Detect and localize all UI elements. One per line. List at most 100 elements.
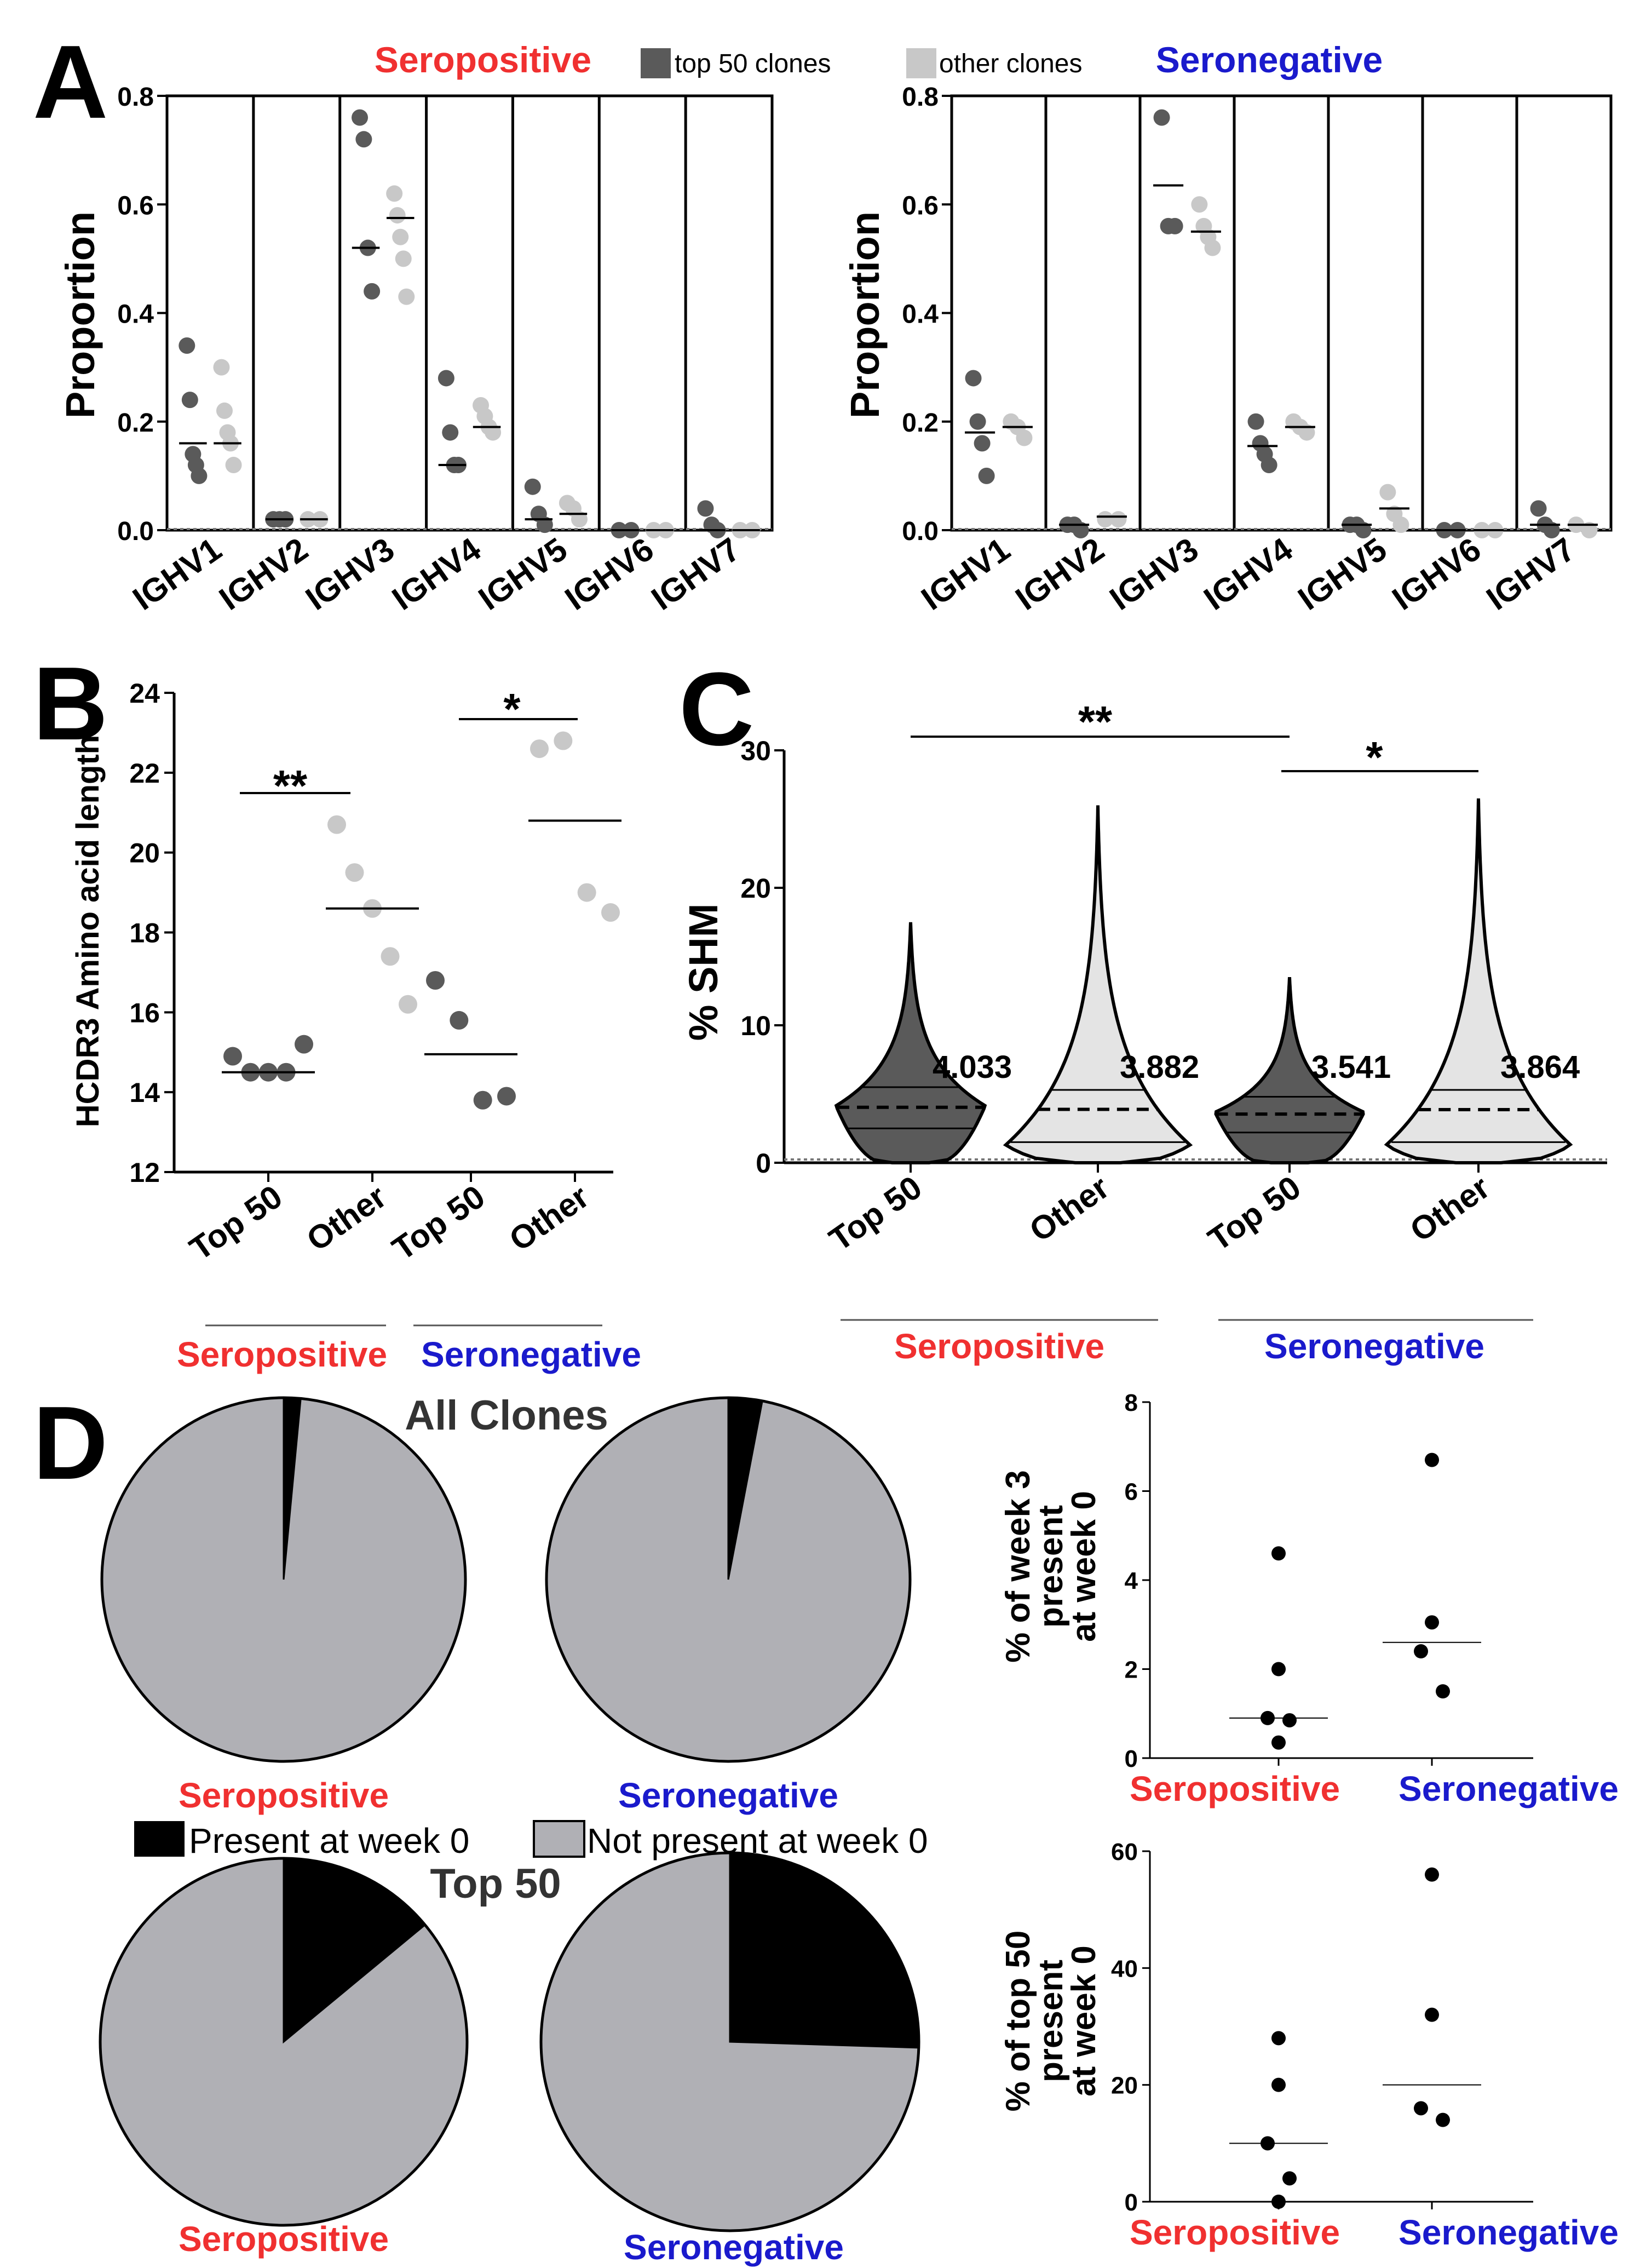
- d-s1-ytick-label: 8: [1125, 1389, 1138, 1416]
- b-point: [450, 1010, 469, 1030]
- a-left-point: [571, 511, 588, 528]
- b-point: [381, 947, 400, 966]
- d-s1-ylabel-2: present: [1032, 1505, 1070, 1628]
- a-left-point: [352, 109, 369, 126]
- b-point: [497, 1087, 516, 1106]
- a-left-point: [395, 250, 412, 267]
- a-right-point: [1298, 424, 1315, 441]
- c-median-label: 4.033: [933, 1049, 1012, 1085]
- pie-label-top-seronegative: Seronegative: [624, 2227, 844, 2267]
- c-median-label: 3.541: [1311, 1049, 1391, 1085]
- c-median-label: 3.882: [1120, 1049, 1199, 1085]
- a-left-point: [386, 185, 403, 202]
- d-s1-point: [1271, 1735, 1286, 1750]
- b-point: [601, 903, 620, 922]
- d-s2-point: [1414, 2101, 1428, 2116]
- d-s2-point: [1425, 1867, 1439, 1882]
- a-right-point: [1392, 516, 1409, 533]
- a-left-point: [524, 478, 541, 495]
- b-ytick-label: 18: [129, 918, 160, 949]
- a-right-point: [1379, 484, 1396, 501]
- a-left-point: [216, 402, 233, 419]
- d-s2-ytick-label: 40: [1111, 1955, 1138, 1982]
- c-xtick-label: Top 50: [822, 1169, 928, 1258]
- a-right-point: [1247, 413, 1264, 430]
- a-right-point: [1110, 511, 1127, 528]
- b-point: [295, 1035, 313, 1054]
- d-s1-ytick-label: 4: [1125, 1567, 1138, 1594]
- a-right-point: [1016, 429, 1033, 446]
- c-group-seropositive: Seropositive: [894, 1327, 1104, 1366]
- a-left-point: [536, 516, 553, 533]
- a-left-ylabel: Proportion: [57, 211, 103, 418]
- panel-d-scatter-top50: % of top 50 present at week 0 0 20 40 60 Se…: [999, 1839, 1619, 2252]
- b-point: [327, 815, 346, 834]
- d-s2-xtick-label: Seropositive: [1130, 2213, 1340, 2252]
- d-s1-point: [1414, 1644, 1428, 1658]
- d-s2-ytick-label: 20: [1111, 2072, 1138, 2099]
- panel-a-title-seropositive: Seropositive: [375, 39, 591, 80]
- d-s1-point: [1425, 1615, 1439, 1630]
- a-right-ytick-label: 0.8: [902, 83, 939, 112]
- b-ytick-label: 24: [129, 678, 160, 709]
- b-point: [345, 863, 364, 882]
- a-right-ytick-label: 0.0: [902, 517, 939, 546]
- b-ylabel: HCDR3 Amino acid length: [70, 735, 106, 1127]
- c-group-seronegative: Seronegative: [1264, 1327, 1484, 1366]
- a-left-point: [213, 359, 230, 376]
- b-point: [554, 731, 573, 750]
- a-right-xtick-label: IGHV5: [1292, 531, 1394, 617]
- b-sig-star-seronegative: *: [503, 685, 521, 733]
- panel-label-c: C: [679, 651, 754, 767]
- d-s2-point: [1271, 2195, 1286, 2209]
- panel-label-b: B: [33, 646, 108, 762]
- a-right-xtick-label: IGHV7: [1480, 531, 1582, 617]
- b-point: [530, 739, 549, 759]
- legend-other-swatch: [906, 48, 936, 78]
- a-left-point: [181, 392, 198, 409]
- a-left-ytick-label: 0.8: [117, 83, 154, 112]
- c-median-label: 3.864: [1500, 1049, 1580, 1085]
- pie-title-all: All Clones: [405, 1392, 608, 1439]
- a-right-point: [965, 370, 982, 387]
- a-left-point: [485, 424, 502, 441]
- a-right-point: [1191, 196, 1208, 213]
- a-left-point: [355, 131, 372, 148]
- a-right-point: [969, 413, 986, 430]
- c-sig-star-short: *: [1366, 733, 1383, 782]
- d-s1-point: [1271, 1662, 1286, 1676]
- d-s2-point: [1282, 2171, 1297, 2186]
- a-left-xtick-label: IGHV5: [472, 531, 574, 617]
- d-s2-ytick-label: 0: [1125, 2189, 1138, 2216]
- legend-top50-label: top 50 clones: [675, 49, 831, 78]
- a-right-ytick-label: 0.6: [902, 191, 939, 220]
- a-right-point: [1166, 217, 1183, 234]
- panel-a-title-seronegative: Seronegative: [1156, 39, 1383, 80]
- d-s1-ytick-label: 0: [1125, 1746, 1138, 1772]
- d-s1-point: [1425, 1452, 1439, 1467]
- a-right-frame: [950, 94, 1613, 532]
- pie-present-slice: [283, 1857, 427, 2044]
- b-xtick-label: Top 50: [385, 1178, 491, 1267]
- b-point: [473, 1090, 492, 1110]
- a-left-xtick-label: IGHV2: [212, 531, 314, 617]
- b-group-seronegative: Seronegative: [421, 1335, 641, 1374]
- b-ytick-label: 12: [129, 1157, 160, 1188]
- a-left-xtick-label: IGHV6: [559, 531, 660, 617]
- a-right-ytick-label: 0.4: [902, 300, 939, 329]
- legend-top50-swatch: [641, 48, 671, 78]
- c-ytick-label: 20: [740, 873, 771, 904]
- panel-d-pies: [99, 1396, 920, 2232]
- panel-a-right-chart: Proportion 0.00.20.40.60.8 IGHV1IGHV2IGH…: [842, 83, 1613, 617]
- pie-present-slice: [727, 1397, 763, 1580]
- pie-label-top-seropositive: Seropositive: [179, 2219, 389, 2259]
- b-point: [399, 995, 417, 1014]
- b-ytick-label: 20: [129, 838, 160, 869]
- panel-a-left-chart: Proportion 0.00.20.40.60.8 IGHV1IGHV2IGH…: [57, 83, 774, 617]
- c-violin: [1003, 805, 1193, 1164]
- legend-present-label: Present at week 0: [189, 1821, 469, 1861]
- legend-other-label: other clones: [939, 49, 1083, 78]
- a-right-point: [1543, 522, 1560, 538]
- d-s2-point: [1271, 2077, 1286, 2092]
